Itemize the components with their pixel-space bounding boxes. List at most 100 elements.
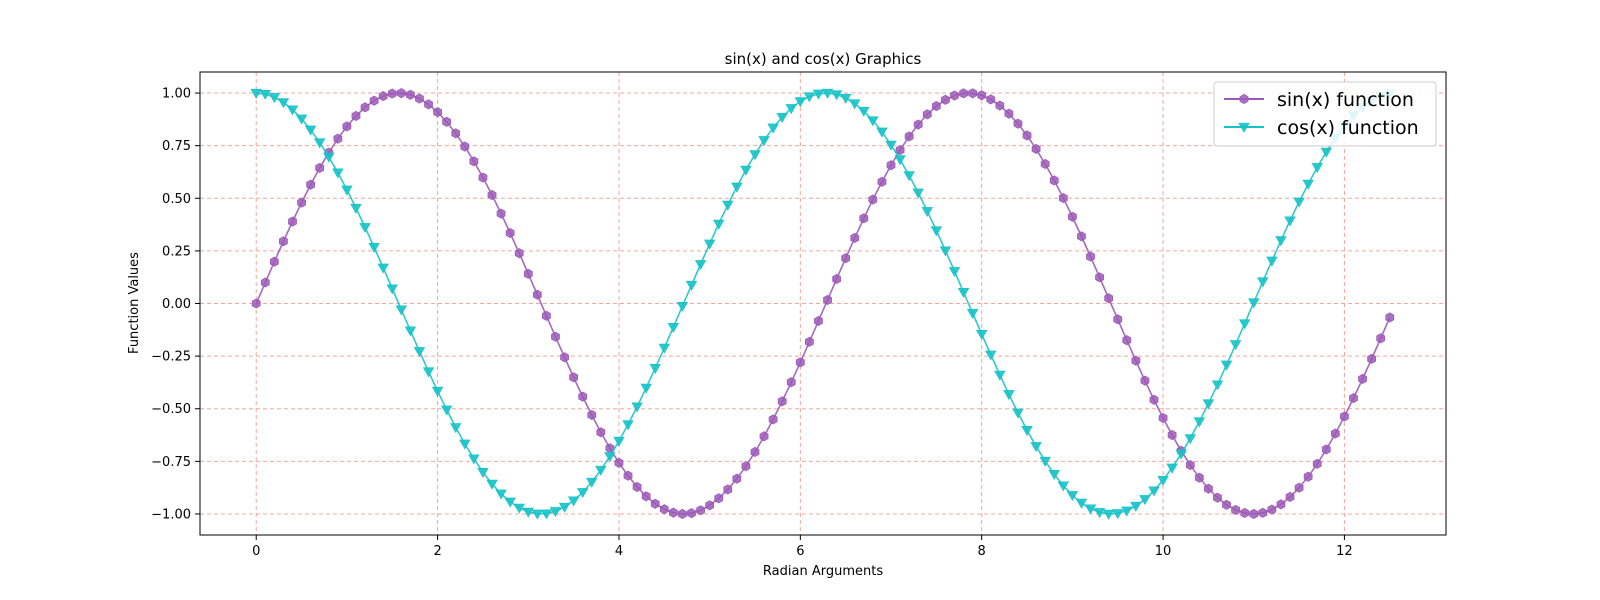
data-point xyxy=(1184,434,1196,445)
data-point xyxy=(522,507,534,518)
data-point xyxy=(886,160,896,171)
data-point xyxy=(495,489,507,500)
data-point xyxy=(1175,449,1187,460)
data-point xyxy=(832,273,841,285)
data-point xyxy=(759,431,769,442)
data-point xyxy=(723,484,733,495)
data-point xyxy=(732,473,742,484)
data-point xyxy=(459,439,471,450)
data-point xyxy=(460,141,470,152)
data-point xyxy=(921,207,933,218)
data-point xyxy=(995,100,1005,111)
data-point xyxy=(850,232,860,244)
data-point xyxy=(1231,504,1240,515)
data-point xyxy=(741,461,751,472)
data-point xyxy=(1112,509,1124,520)
data-point xyxy=(930,226,943,237)
data-point xyxy=(1040,158,1050,170)
data-point xyxy=(641,491,651,502)
data-point xyxy=(868,194,878,205)
data-point xyxy=(767,123,779,134)
data-point xyxy=(758,136,770,147)
data-point xyxy=(542,310,551,321)
data-point xyxy=(1031,143,1041,155)
data-point xyxy=(368,243,380,254)
data-point xyxy=(1048,470,1060,481)
data-point xyxy=(341,185,353,196)
data-point xyxy=(1131,355,1141,366)
x-tick-label: 2 xyxy=(433,544,441,559)
data-point xyxy=(469,156,479,167)
legend-label-sin: sin(x) function xyxy=(1277,89,1414,111)
data-point xyxy=(1158,412,1168,424)
data-point xyxy=(994,370,1006,381)
data-point xyxy=(576,488,589,499)
data-point xyxy=(1167,429,1177,441)
data-point xyxy=(867,116,879,127)
x-tick-label: 12 xyxy=(1336,544,1353,559)
x-tick-label: 8 xyxy=(978,544,986,559)
data-point xyxy=(614,457,624,468)
data-point xyxy=(696,505,705,516)
data-point xyxy=(968,88,978,99)
data-point xyxy=(841,253,851,264)
data-point xyxy=(1248,298,1260,309)
data-point xyxy=(306,179,316,190)
data-point xyxy=(705,500,715,511)
y-tick-label: 0.00 xyxy=(162,297,191,312)
data-point xyxy=(1294,482,1304,493)
data-point xyxy=(1022,130,1032,141)
data-point xyxy=(269,256,279,267)
data-point xyxy=(387,88,397,99)
data-point xyxy=(1122,335,1132,346)
data-point xyxy=(1367,353,1377,364)
data-point xyxy=(1077,231,1086,242)
data-point xyxy=(1104,293,1114,304)
data-point xyxy=(1049,175,1059,186)
data-point xyxy=(478,172,488,183)
data-point xyxy=(1149,394,1159,405)
data-point xyxy=(369,95,379,106)
data-point xyxy=(1139,495,1151,506)
data-point xyxy=(1148,486,1160,497)
data-point xyxy=(487,189,497,201)
data-point xyxy=(333,133,343,144)
data-point xyxy=(640,383,652,394)
data-point xyxy=(1194,472,1204,483)
data-point xyxy=(895,145,905,156)
y-tick-label: −0.50 xyxy=(151,402,191,417)
data-point xyxy=(821,88,834,99)
y-tick-label: 0.75 xyxy=(162,139,191,154)
data-point xyxy=(604,452,616,463)
data-point xyxy=(839,93,852,104)
data-point xyxy=(259,89,271,100)
data-point xyxy=(360,102,370,113)
data-point xyxy=(794,97,807,108)
data-point xyxy=(404,326,417,337)
data-point xyxy=(1385,312,1395,323)
data-point xyxy=(1258,507,1268,518)
data-point xyxy=(377,263,389,274)
data-point xyxy=(803,92,816,103)
data-point xyxy=(823,294,832,306)
data-point xyxy=(549,507,562,518)
data-point xyxy=(939,246,952,257)
data-point xyxy=(903,171,915,182)
data-point xyxy=(622,420,634,431)
data-point xyxy=(1276,499,1286,510)
data-point xyxy=(496,208,506,219)
series-group xyxy=(250,88,1396,520)
data-point xyxy=(1140,375,1150,386)
y-tick-label: −0.75 xyxy=(151,455,191,470)
data-point xyxy=(1257,277,1269,288)
data-point xyxy=(1004,108,1014,119)
data-point xyxy=(486,479,498,490)
legend: sin(x) function cos(x) function xyxy=(1213,81,1437,147)
legend-label-cos: cos(x) function xyxy=(1277,117,1419,139)
data-point xyxy=(1249,508,1259,520)
data-point xyxy=(1330,428,1340,439)
data-point xyxy=(477,467,489,478)
chart-title: sin(x) and cos(x) Graphics xyxy=(725,50,922,68)
